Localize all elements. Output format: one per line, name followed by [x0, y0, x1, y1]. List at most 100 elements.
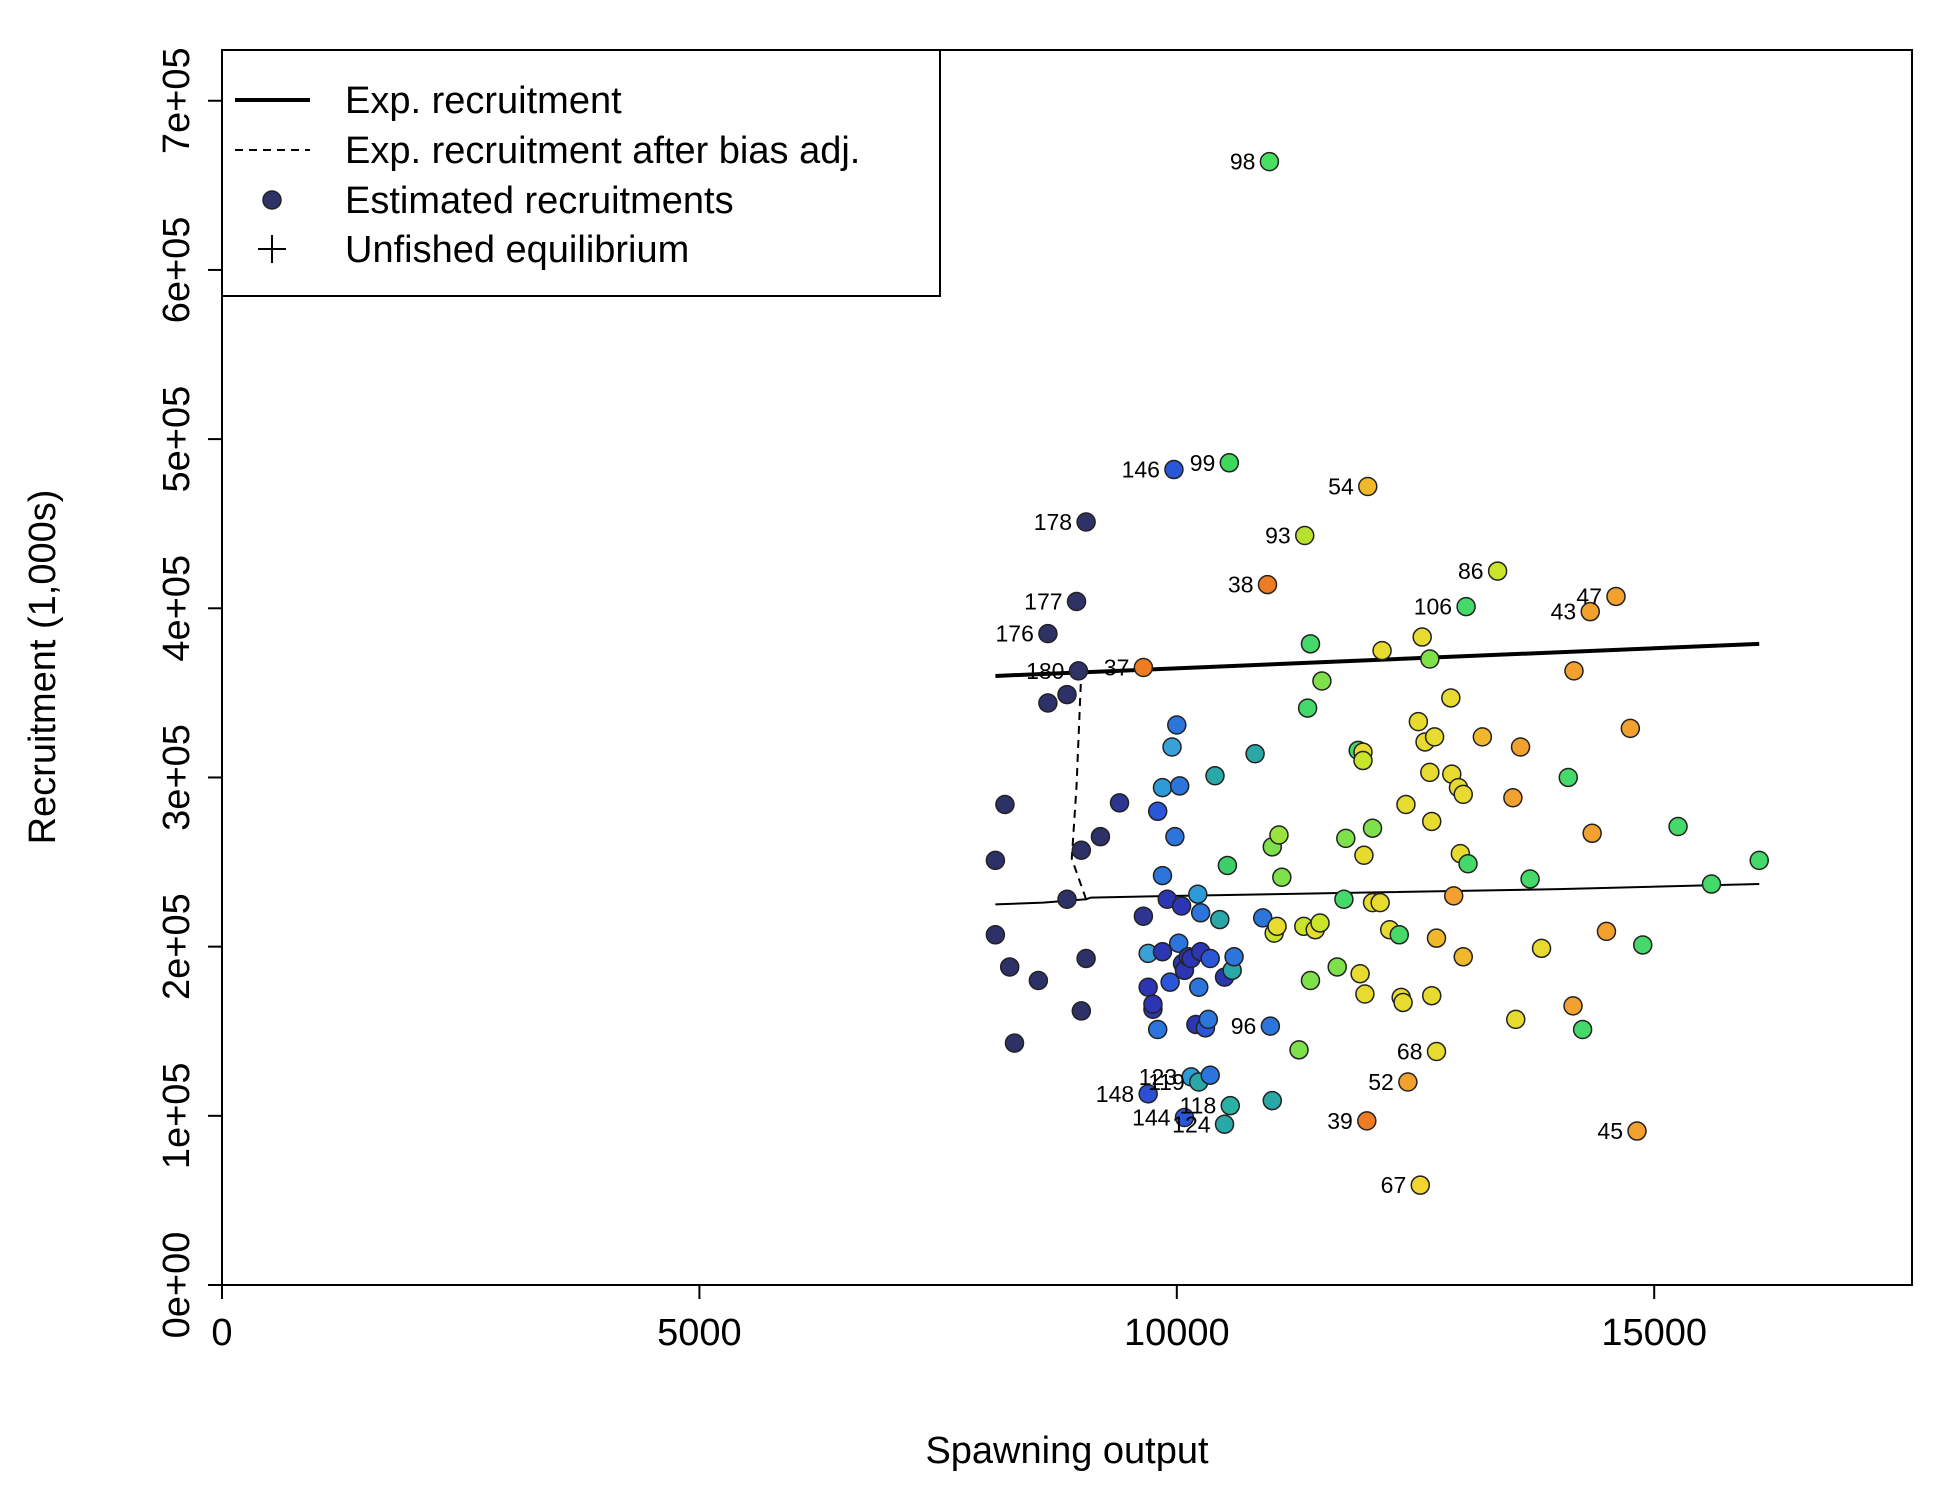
x-axis: 0 5000 10000 15000 — [211, 1285, 1707, 1354]
recruitment-point — [1558, 767, 1579, 788]
recruitment-point — [1358, 476, 1378, 497]
point-year-label: 98 — [1230, 149, 1256, 175]
recruitment-point — [1531, 938, 1552, 959]
y-tick-label: 5e+05 — [156, 386, 198, 493]
recruitment-point — [1668, 816, 1688, 837]
point-year-label: 180 — [1026, 658, 1064, 684]
point-year-label: 124 — [1172, 1111, 1211, 1137]
point-year-label: 43 — [1551, 599, 1577, 625]
recruitment-point — [1506, 1009, 1526, 1030]
point-year-label: 99 — [1190, 450, 1216, 476]
recruitment-point — [1300, 970, 1321, 991]
point-year-label: 176 — [996, 621, 1034, 647]
recruitment-point — [1420, 649, 1440, 669]
y-axis-title: Recruitment (1,000s) — [22, 490, 64, 845]
recruitment-point — [1627, 1121, 1647, 1141]
recruitment-point — [1200, 948, 1220, 969]
point-year-label: 54 — [1328, 473, 1354, 499]
point-year-label: 123 — [1139, 1064, 1177, 1090]
recruitment-point — [1071, 1001, 1092, 1021]
recruitment-point — [1355, 984, 1375, 1004]
x-tick-label: 5000 — [657, 1312, 742, 1354]
recruitment-point — [1443, 886, 1464, 906]
recruitment-point — [1217, 855, 1238, 876]
bias-adj-recruitment-line — [995, 883, 1760, 906]
legend-box — [221, 49, 941, 297]
exp-recruitment-line — [995, 641, 1760, 678]
recruitment-point — [1389, 925, 1410, 945]
recruitment-point — [1210, 909, 1230, 930]
recruitment-point — [1245, 744, 1265, 764]
recruitment-point — [1398, 1072, 1418, 1092]
recruitment-point — [1162, 737, 1182, 757]
point-year-label: 86 — [1458, 558, 1484, 584]
points-layer — [985, 151, 1769, 1195]
point-year-label: 45 — [1597, 1118, 1623, 1144]
recruitment-point — [1038, 623, 1058, 644]
y-tick-label: 2e+05 — [156, 893, 198, 1000]
recruitment-point — [1312, 671, 1332, 691]
point-year-label: 37 — [1104, 655, 1130, 681]
recruitment-point — [1426, 1041, 1447, 1062]
recruitment-point — [1472, 727, 1493, 747]
recruitment-point — [1310, 913, 1330, 933]
recruitment-point — [1259, 151, 1280, 172]
recruitment-point — [1171, 896, 1192, 916]
recruitment-point — [1262, 1090, 1283, 1111]
recruitment-point — [1572, 1019, 1593, 1040]
y-tick-label: 7e+05 — [156, 47, 198, 154]
y-tick-label: 1e+05 — [156, 1062, 198, 1169]
recruitment-point — [1138, 977, 1158, 997]
y-axis: 0e+00 1e+05 2e+05 3e+05 4e+05 5e+05 6e+05 7e+05 — [156, 47, 222, 1338]
x-tick-label: 0 — [211, 1312, 232, 1354]
recruitment-point — [1190, 903, 1211, 923]
legend-label: Estimated recruitments — [345, 180, 734, 222]
point-year-label: 96 — [1231, 1013, 1257, 1039]
recruitment-point — [1354, 845, 1374, 866]
bias-adj-recruitment-dashed-segment — [1070, 670, 1088, 900]
recruitment-point — [1393, 992, 1413, 1013]
recruitment-point — [1370, 892, 1390, 913]
recruitment-point — [1168, 933, 1189, 954]
y-tick-label: 4e+05 — [156, 555, 198, 662]
point-year-label: 118 — [1180, 1093, 1217, 1119]
recruitment-point — [1357, 1111, 1377, 1131]
point-year-label: 144 — [1132, 1105, 1171, 1131]
recruitment-point — [1412, 627, 1432, 647]
recruitment-point — [1453, 947, 1473, 967]
recruitment-point — [1289, 1040, 1309, 1060]
recruitment-point — [1133, 657, 1154, 678]
recruitment-point — [1410, 1175, 1431, 1195]
recruitment-point — [1205, 766, 1225, 786]
recruitment-point — [1071, 840, 1092, 860]
recruitment-point — [1160, 972, 1180, 992]
point-year-label: 47 — [1576, 583, 1602, 609]
point-year-label: 68 — [1397, 1039, 1423, 1065]
recruitment-point — [1257, 574, 1278, 595]
recruitment-point — [1147, 801, 1168, 822]
recruitment-point — [1580, 601, 1600, 622]
recruitment-point — [1076, 512, 1096, 532]
recruitment-point — [1487, 561, 1508, 581]
recruitment-point — [1169, 776, 1190, 796]
recruitment-point — [1564, 661, 1584, 681]
point-year-label: 52 — [1368, 1069, 1394, 1095]
recruitment-point — [1510, 737, 1531, 757]
recruitment-point — [1252, 908, 1273, 928]
recruitment-point — [1189, 977, 1209, 997]
recruitment-point — [1456, 596, 1476, 617]
recruitment-point — [1090, 826, 1111, 847]
point-year-label: 106 — [1414, 594, 1452, 620]
point-year-label: 177 — [1024, 589, 1062, 615]
recruitment-point — [1632, 935, 1653, 955]
recruitment-point — [1152, 941, 1173, 962]
recruitment-point — [1336, 828, 1356, 849]
recruitment-point — [1164, 459, 1184, 480]
recruitment-point — [1520, 869, 1540, 889]
recruitment-point — [1143, 994, 1163, 1014]
recruitment-point — [1152, 865, 1173, 886]
recruitment-point — [1620, 718, 1641, 739]
legend-label: Exp. recruitment — [345, 80, 622, 122]
recruitment-point — [1269, 825, 1289, 845]
